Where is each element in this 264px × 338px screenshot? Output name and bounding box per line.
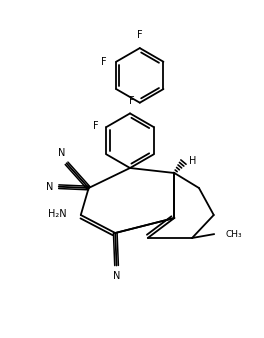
Text: CH₃: CH₃ <box>225 230 242 239</box>
Text: F: F <box>101 57 107 67</box>
Text: F: F <box>93 121 98 131</box>
Text: F: F <box>137 30 143 40</box>
Text: N: N <box>58 148 65 158</box>
Text: N: N <box>113 271 120 281</box>
Text: F: F <box>129 96 134 105</box>
Text: H: H <box>189 156 196 166</box>
Text: N: N <box>46 182 53 192</box>
Text: H₂N: H₂N <box>48 209 67 219</box>
